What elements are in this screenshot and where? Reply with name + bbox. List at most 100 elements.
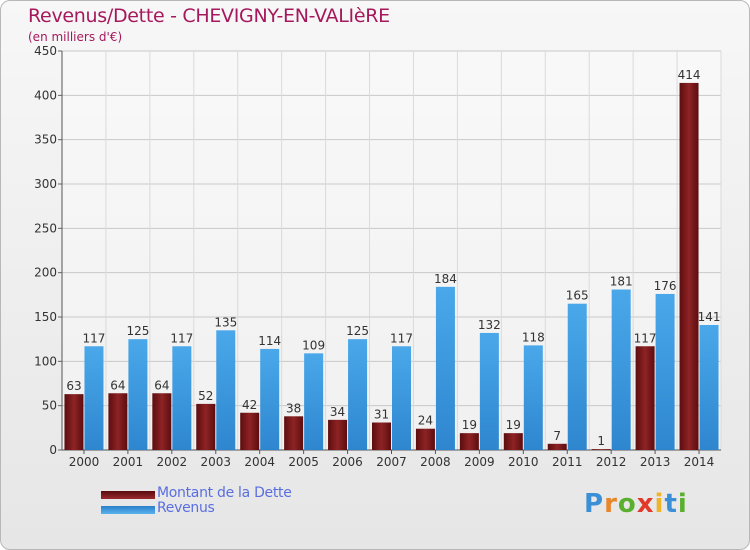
bar-revenus [172,346,192,450]
data-label-dette: 19 [506,418,521,432]
plot-area [62,51,721,450]
bar-dette [196,403,216,450]
x-tick-label: 2004 [244,455,275,469]
logo-letter: P [584,489,605,519]
legend-swatch-revenus [101,506,155,514]
y-tick-label: 400 [34,88,57,102]
bar-dette [372,422,391,450]
bar-dette [547,443,567,450]
data-label-dette: 31 [374,408,389,422]
bar-dette [152,393,172,450]
data-label-revenus: 176 [654,279,677,293]
bar-dette [679,82,699,451]
bar-revenus [567,303,587,450]
bar-revenus [435,286,455,450]
bar-revenus [392,346,411,450]
proxiti-logo: Proxiti [584,489,688,519]
y-tick-label: 300 [34,177,57,191]
legend-label-dette: Montant de la Dette [157,485,292,501]
y-tick-label: 250 [34,221,57,235]
data-label-dette: 34 [330,405,345,419]
bar-revenus [699,324,719,450]
data-label-revenus: 117 [83,331,106,345]
bar-revenus [479,332,499,450]
x-tick-label: 2005 [288,455,319,469]
bar-revenus [655,293,675,450]
y-tick-label: 150 [34,310,57,324]
data-label-dette: 38 [286,401,301,415]
data-label-dette: 117 [634,331,657,345]
bar-dette [503,433,523,450]
data-label-revenus: 135 [214,315,237,329]
data-label-dette: 63 [66,379,81,393]
chart-title: Revenus/Dette - CHEVIGNY-EN-VALIèRE [28,5,390,27]
bar-dette [240,412,260,450]
bar-dette [64,394,84,450]
bar-dette [108,393,128,450]
data-label-revenus: 125 [346,324,369,338]
data-label-dette: 52 [198,389,213,403]
data-label-revenus: 109 [302,338,325,352]
bar-revenus [611,289,631,450]
y-tick-label: 200 [34,266,57,280]
bar-revenus [348,339,368,450]
data-label-dette: 24 [418,414,433,428]
bar-dette [635,346,655,450]
logo-letter: i [677,489,688,519]
legend-swatch-dette [101,491,155,499]
bar-dette [591,449,611,450]
data-label-dette: 42 [242,398,257,412]
bar-revenus [84,346,104,450]
data-label-revenus: 125 [126,324,149,338]
x-tick-label: 2002 [157,455,188,469]
data-label-dette: 7 [553,429,561,443]
x-tick-label: 2008 [420,455,451,469]
y-tick-label: 450 [34,44,57,58]
logo-letter: o [617,489,637,519]
data-label-dette: 64 [110,378,125,392]
data-label-revenus: 184 [434,272,457,286]
data-label-revenus: 165 [566,289,589,303]
x-tick-label: 2010 [508,455,539,469]
bar-revenus [216,330,236,450]
bar-dette [459,433,479,450]
legend-label-revenus: Revenus [157,500,215,516]
data-label-revenus: 117 [390,331,413,345]
x-tick-label: 2006 [332,455,363,469]
x-tick-label: 2003 [200,455,231,469]
x-tick-label: 2014 [684,455,715,469]
data-label-dette: 19 [462,418,477,432]
chart-subtitle: (en milliers d'€) [28,30,123,44]
x-tick-label: 2012 [596,455,627,469]
x-tick-label: 2011 [552,455,583,469]
x-tick-label: 2009 [464,455,495,469]
data-label-revenus: 132 [478,318,501,332]
bar-revenus [304,353,324,450]
data-label-dette: 414 [678,68,701,82]
y-tick-label: 0 [49,443,57,457]
data-label-dette: 64 [154,378,169,392]
y-tick-label: 100 [34,354,57,368]
bar-dette [415,428,435,450]
logo-letter: x [636,489,655,519]
y-tick-label: 50 [42,399,57,413]
x-tick-label: 2013 [640,455,671,469]
x-tick-label: 2007 [376,455,407,469]
y-tick-label: 350 [34,133,57,147]
data-label-revenus: 181 [610,275,633,289]
data-label-revenus: 117 [170,331,193,345]
data-label-revenus: 118 [522,330,545,344]
data-label-revenus: 114 [258,334,281,348]
bar-revenus [260,348,280,450]
bar-dette [328,419,348,450]
data-label-revenus: 141 [698,310,721,324]
x-tick-label: 2001 [113,455,144,469]
data-label-dette: 1 [597,434,605,448]
bar-dette [284,416,304,450]
logo-letter: i [654,489,665,519]
bar-revenus [523,345,543,450]
bar-revenus [128,339,148,450]
logo-letter: t [664,489,678,519]
